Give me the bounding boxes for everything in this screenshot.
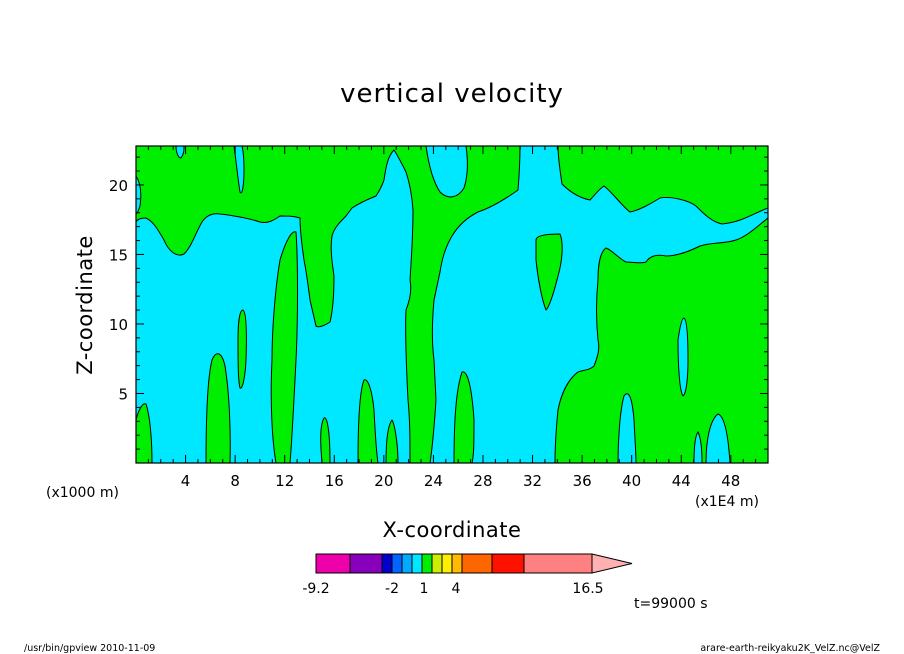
contour-field	[136, 146, 768, 463]
footer-left: /usr/bin/gpview 2010-11-09	[24, 643, 155, 654]
contour-region	[237, 309, 247, 389]
y-axis: 5 10 15 20	[109, 156, 768, 450]
colorbar-segment	[349, 553, 383, 574]
y-tick-label: 15	[109, 246, 128, 264]
contour-region	[617, 393, 637, 463]
contour-region	[320, 417, 331, 463]
plot-frame	[135, 145, 769, 464]
colorbar-segment	[315, 553, 351, 574]
contour-region	[385, 419, 399, 463]
colorbar	[315, 553, 633, 574]
x-tick-label: 8	[230, 472, 240, 490]
x-tick-label: 40	[622, 472, 641, 490]
contour-region	[136, 403, 153, 463]
x-unit-left: (x1000 m)	[46, 485, 119, 501]
colorbar-extend-arrow	[591, 553, 633, 574]
colorbar-segment	[461, 553, 493, 574]
colorbar-segment	[491, 553, 525, 574]
colorbar-segment	[441, 553, 453, 574]
colorbar-segment	[431, 553, 443, 574]
contour-region	[233, 146, 245, 194]
x-tick-label: 32	[523, 472, 542, 490]
x-tick-label: 4	[181, 472, 191, 490]
chart-title: vertical velocity	[340, 79, 564, 109]
x-tick-label: 12	[275, 472, 294, 490]
x-tick-label: 20	[374, 472, 393, 490]
x-tick-label: 36	[573, 472, 592, 490]
x-tick-label: 28	[473, 472, 492, 490]
contour-region	[357, 379, 379, 463]
colorbar-segment	[381, 553, 393, 574]
contour-region	[705, 413, 731, 463]
x-axis-label: X-coordinate	[383, 518, 522, 542]
colorbar-labels: -9.2 -2 1 4 16.5	[302, 581, 603, 597]
x-unit-right: (x1E4 m)	[695, 494, 759, 510]
colorbar-segment	[451, 553, 463, 574]
contour-region	[205, 353, 231, 463]
contour-region	[693, 431, 703, 463]
y-tick-label: 20	[109, 177, 128, 195]
colorbar-segment	[523, 553, 593, 574]
x-tick-label: 16	[325, 472, 344, 490]
contour-region	[136, 146, 768, 463]
colorbar-label: 1	[420, 581, 429, 597]
y-tick-label: 5	[118, 385, 128, 403]
colorbar-label: -9.2	[302, 581, 329, 597]
contour-region	[175, 146, 185, 159]
contour-region	[677, 317, 689, 397]
colorbar-label: 16.5	[572, 581, 603, 597]
y-tick-label: 10	[109, 316, 128, 334]
contour-region	[535, 233, 563, 311]
contour-region	[554, 217, 768, 463]
colorbar-segment	[411, 553, 423, 574]
colorbar-segment	[421, 553, 433, 574]
time-label: t=99000 s	[634, 596, 708, 612]
colorbar-segment	[391, 553, 403, 574]
contour-region	[425, 146, 468, 198]
colorbar-segment	[401, 553, 413, 574]
colorbar-label: -2	[385, 581, 399, 597]
x-tick-label: 24	[424, 472, 443, 490]
x-tick-label: 44	[672, 472, 691, 490]
footer-right: arare-earth-reikyaku2K_VelZ.nc@VelZ	[700, 643, 880, 654]
colorbar-label: 4	[452, 581, 461, 597]
x-tick-label: 48	[721, 472, 740, 490]
contour-region	[270, 231, 298, 463]
negative-velocity-regions	[136, 146, 731, 463]
x-axis: 4 8 12 16 20 24 28 32 36 40 44 48	[147, 146, 757, 490]
contour-region	[453, 371, 475, 463]
positive-velocity-regions	[136, 146, 768, 463]
y-axis-label: Z-coordinate	[73, 235, 97, 375]
